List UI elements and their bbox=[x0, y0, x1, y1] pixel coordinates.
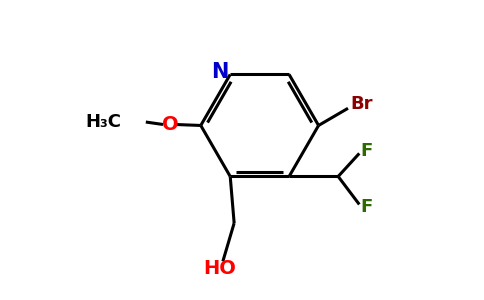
Text: O: O bbox=[162, 115, 179, 134]
Text: Br: Br bbox=[350, 95, 373, 113]
Text: F: F bbox=[360, 142, 373, 160]
Text: F: F bbox=[360, 198, 373, 216]
Text: H₃C: H₃C bbox=[85, 113, 121, 131]
Text: N: N bbox=[211, 62, 228, 82]
Text: HO: HO bbox=[203, 259, 236, 278]
